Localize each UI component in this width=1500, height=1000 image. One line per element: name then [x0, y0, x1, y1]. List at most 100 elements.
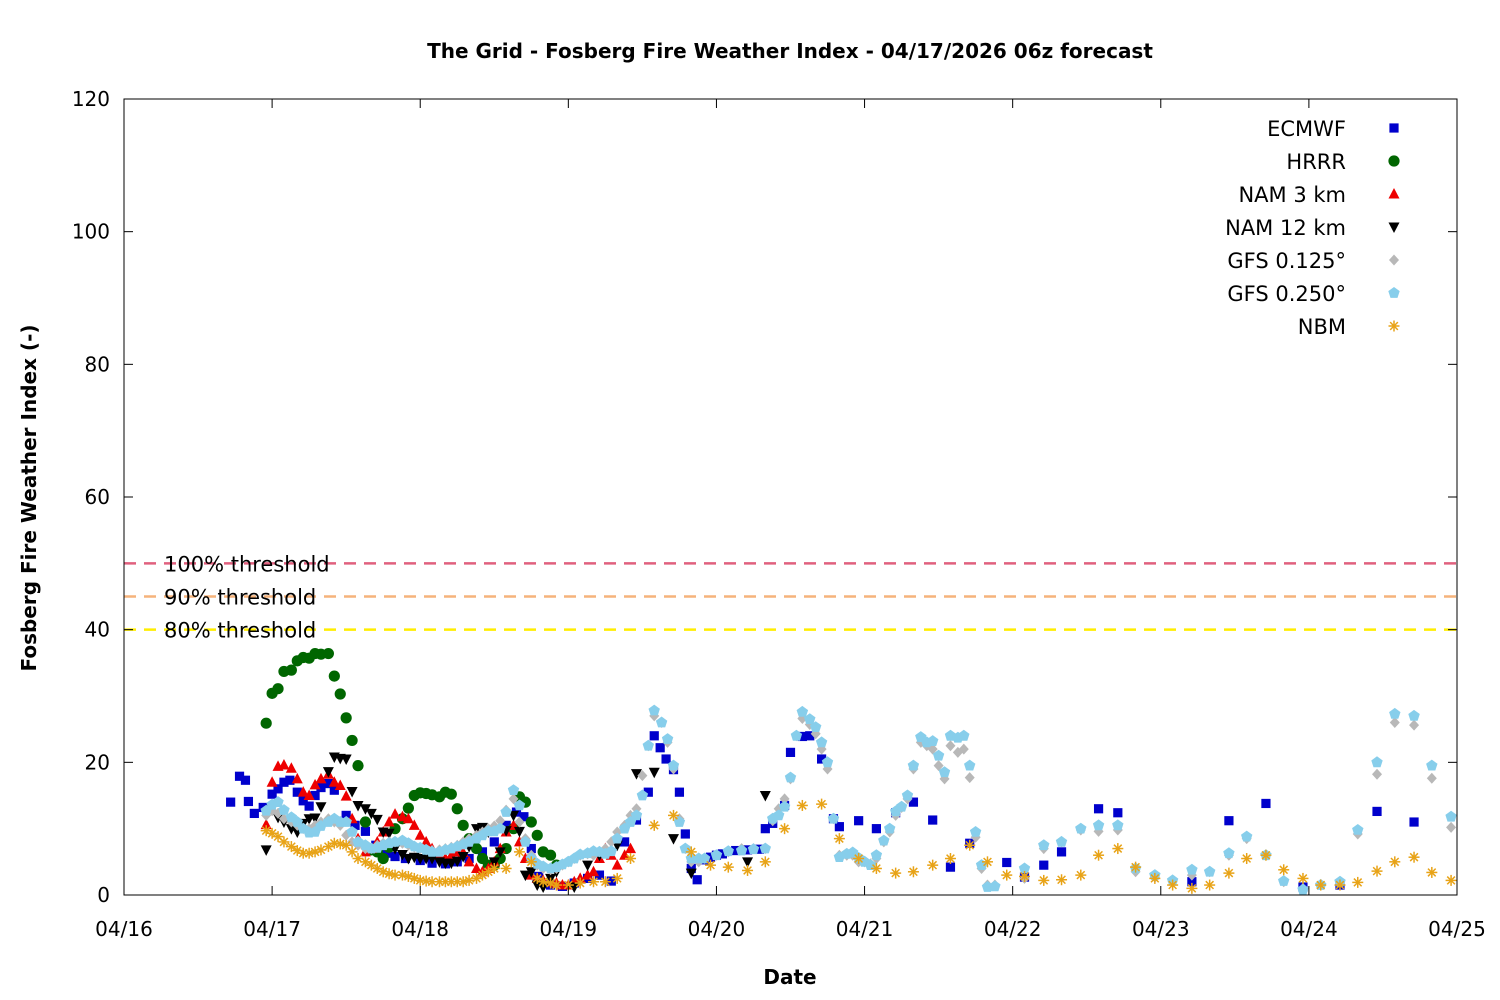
data-point [544, 849, 557, 861]
data-point [1149, 872, 1161, 884]
data-point [1371, 756, 1383, 768]
data-point [273, 784, 283, 794]
data-point [667, 834, 679, 845]
data-point [334, 688, 346, 700]
data-point [1092, 819, 1105, 831]
data-point [864, 859, 877, 870]
legend-label: NBM [1298, 315, 1346, 339]
data-point [574, 877, 586, 889]
data-point [463, 855, 475, 867]
data-point [797, 731, 807, 742]
data-point [396, 810, 408, 822]
data-point [649, 731, 659, 741]
data-point [742, 845, 753, 855]
data-point [945, 862, 956, 872]
data-point [648, 819, 660, 831]
x-tick-label: 04/23 [1132, 917, 1190, 941]
data-point [853, 853, 865, 865]
legend-marker [1388, 287, 1400, 298]
data-point [1408, 709, 1420, 721]
data-point [1297, 872, 1309, 884]
data-point [500, 806, 512, 817]
data-point [285, 775, 295, 785]
data-point [309, 813, 321, 825]
legend-marker [1388, 320, 1400, 332]
x-tick-label: 04/22 [984, 917, 1042, 941]
data-point [341, 810, 351, 820]
data-point [722, 845, 734, 857]
data-point [1372, 806, 1382, 817]
legend-marker [1388, 222, 1400, 233]
data-point [680, 829, 690, 839]
data-points [226, 647, 1457, 895]
data-point [870, 849, 883, 861]
data-point [371, 814, 383, 826]
data-point [1446, 821, 1457, 833]
data-point [1389, 717, 1400, 729]
data-point [661, 754, 671, 764]
data-point [870, 862, 882, 874]
data-point [625, 853, 637, 865]
legend-marker [1389, 123, 1399, 133]
data-point [944, 853, 956, 865]
data-point [272, 831, 284, 843]
data-point [901, 789, 914, 801]
data-point [315, 802, 327, 813]
data-point [582, 860, 594, 872]
data-point [636, 789, 649, 801]
data-point [249, 808, 259, 819]
data-point [606, 876, 616, 886]
legend: ECMWF HRRR NAM 3 km NAM 12 km GFS 0.125° GFS … [1225, 117, 1400, 339]
data-point [1130, 861, 1142, 873]
data-point [328, 776, 340, 787]
data-point [350, 820, 360, 830]
data-point [1241, 853, 1253, 865]
data-point [346, 846, 358, 858]
data-point [500, 862, 512, 874]
data-point [383, 828, 395, 840]
data-point [278, 836, 290, 848]
data-point [1038, 839, 1050, 851]
legend-label: NAM 12 km [1225, 216, 1346, 240]
data-point [272, 683, 284, 695]
data-point [742, 857, 754, 868]
data-point [451, 856, 463, 868]
data-point [731, 845, 741, 856]
y-tick-label: 0 [97, 883, 110, 907]
data-point [1186, 863, 1198, 875]
data-point [1093, 849, 1105, 861]
data-point [1371, 865, 1383, 877]
data-point [285, 762, 297, 773]
data-point [1278, 864, 1290, 876]
data-point [489, 837, 499, 847]
data-point [890, 867, 902, 879]
threshold-lines: 100% threshold 90% threshold 80% threshold [124, 552, 1457, 643]
data-point [340, 816, 352, 827]
data-point [426, 845, 438, 857]
data-point [958, 729, 970, 741]
data-point [408, 819, 420, 830]
data-point [1445, 874, 1457, 886]
data-point [928, 815, 938, 825]
legend-label: HRRR [1286, 150, 1346, 174]
x-tick-label: 04/21 [836, 917, 894, 941]
axes: 0 20 40 60 80 100 120 04/16 04/17 04/18 04/19 04/20… [72, 87, 1486, 941]
data-point [292, 787, 302, 797]
data-point [1186, 882, 1198, 894]
data-point [692, 875, 702, 885]
data-point [816, 798, 828, 810]
legend-label: GFS 0.250° [1227, 282, 1346, 306]
data-point [291, 816, 303, 827]
data-point [817, 754, 827, 764]
data-point [1334, 879, 1346, 891]
data-point [365, 808, 377, 820]
data-point [525, 856, 537, 868]
data-point [513, 826, 525, 838]
data-point [383, 816, 395, 827]
data-point [772, 809, 785, 821]
y-tick-label: 100 [72, 220, 110, 244]
data-point [266, 776, 278, 787]
data-point [964, 839, 976, 851]
data-point [821, 756, 834, 768]
